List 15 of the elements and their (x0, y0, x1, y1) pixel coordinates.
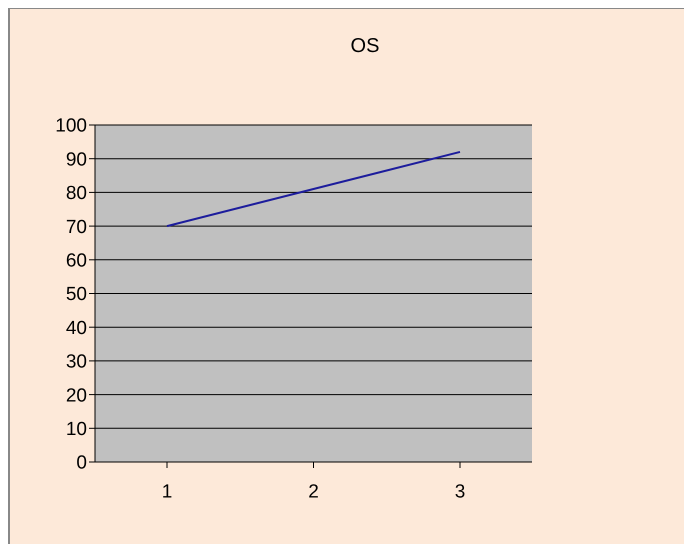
y-tick-label: 40 (66, 318, 87, 339)
y-tick-label: 80 (66, 183, 87, 204)
y-tick-label: 10 (66, 419, 87, 440)
y-tick-label: 90 (66, 149, 87, 170)
y-tick-label: 30 (66, 352, 87, 373)
x-tick-label: 1 (162, 481, 172, 502)
chart-title: OS (350, 35, 380, 58)
x-tick-label: 2 (308, 481, 319, 502)
y-tick-label: 20 (66, 385, 87, 406)
y-tick-label: 70 (66, 216, 87, 238)
y-tick-label: 50 (66, 284, 87, 306)
y-tick-label: 60 (66, 250, 87, 272)
x-tick-label: 3 (454, 481, 466, 502)
y-tick-label: 0 (76, 452, 87, 474)
y-tick-label: 100 (55, 116, 87, 137)
